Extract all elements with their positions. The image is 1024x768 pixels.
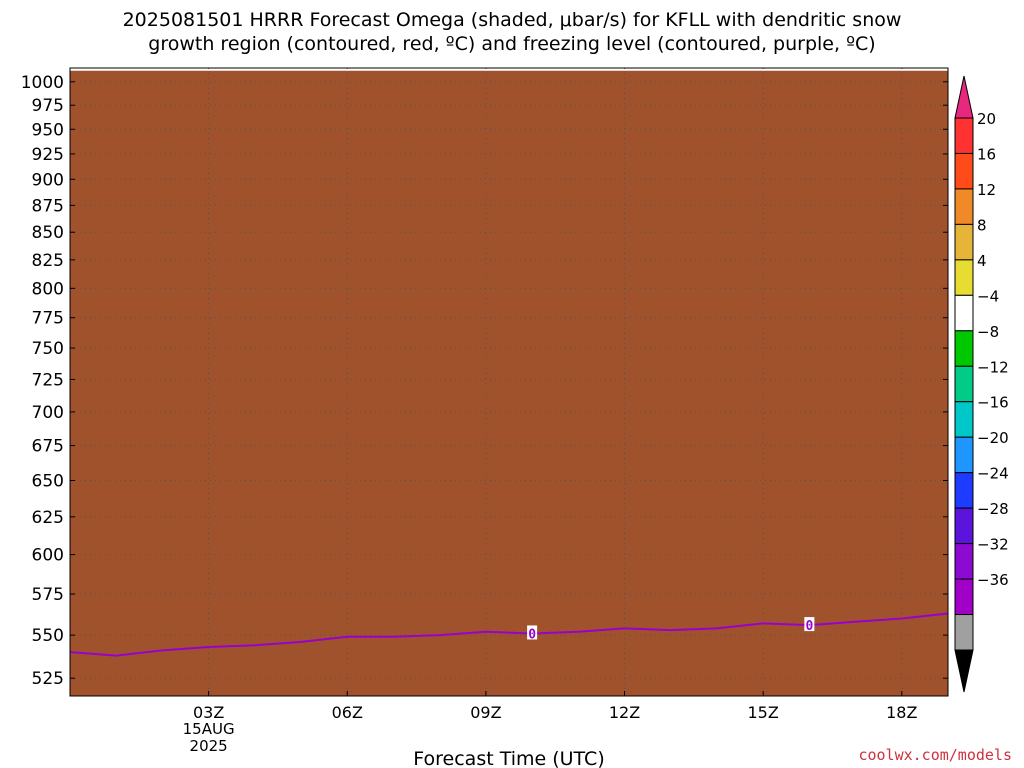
- colorbar-bin: [954, 401, 974, 438]
- colorbar-bin: [954, 507, 974, 545]
- colorbar-label: −4: [977, 287, 999, 305]
- y-tick-label: 700: [32, 403, 64, 423]
- chart-title: 2025081501 HRRR Forecast Omega (shaded, …: [0, 8, 1024, 56]
- colorbar-bin: [954, 117, 974, 154]
- colorbar-bin: [954, 614, 974, 651]
- y-tick-label: 900: [32, 170, 64, 190]
- colorbar-label: −20: [977, 429, 1009, 447]
- y-tick-label: 625: [32, 508, 64, 528]
- colorbar-label: −12: [977, 358, 1009, 376]
- y-tick-label: 750: [32, 339, 64, 359]
- colorbar-label: −32: [977, 536, 1009, 554]
- colorbar-label: −16: [977, 394, 1009, 412]
- freezing-level-label: 0: [805, 619, 813, 634]
- colorbar-label: −36: [977, 571, 1009, 589]
- freezing-label-bg: [804, 617, 815, 632]
- y-tick-label: 850: [32, 223, 64, 243]
- x-axis-label: Forecast Time (UTC): [413, 748, 604, 768]
- x-tick-label: 09Z: [470, 703, 501, 722]
- freezing-level-label: 0: [528, 627, 536, 642]
- y-tick-label: 825: [32, 251, 64, 271]
- colorbar-label: −8: [977, 323, 999, 341]
- freezing-level-line: [70, 612, 948, 657]
- x-tick-label: 03Z: [193, 703, 224, 722]
- colorbar-label: −28: [977, 500, 1009, 518]
- title-line-2: growth region (contoured, red, ºC) and f…: [148, 33, 876, 55]
- x-tick-label: 15Z: [747, 703, 778, 722]
- y-tick-label: 650: [32, 472, 64, 492]
- y-tick-label: 950: [32, 120, 64, 140]
- colorbar-bin: [954, 543, 974, 580]
- watermark: coolwx.com/models: [858, 746, 1012, 764]
- colorbar-bottom-arrow: [954, 649, 974, 693]
- colorbar-label: 12: [977, 181, 996, 199]
- colorbar-label: 8: [977, 216, 987, 234]
- terrain-strip: [70, 70, 948, 697]
- colorbar-label: 4: [977, 252, 987, 270]
- axes: 525 550 575 600 625 650 675 700 725 750 775 800 825 8…: [21, 67, 949, 768]
- colorbar: 20 16 12 8 4 −4 −8 −12 −16 −20 −24 −28 −32 −36: [954, 75, 1009, 693]
- y-tick-label: 775: [32, 309, 64, 329]
- colorbar-bin: [954, 259, 974, 296]
- plot-frame: [69, 67, 949, 697]
- x-tick-label: 12Z: [609, 703, 640, 722]
- title-line-1: 2025081501 HRRR Forecast Omega (shaded, …: [122, 9, 902, 31]
- colorbar-label: 20: [977, 110, 996, 128]
- colorbar-bin: [954, 472, 974, 509]
- colorbar-bin: [954, 152, 974, 190]
- freezing-label-bg: [527, 625, 538, 640]
- colorbar-bin: [954, 188, 974, 225]
- colorbar-bin: [954, 578, 974, 616]
- x-tick-label: 18Z: [886, 703, 917, 722]
- colorbar-label: 16: [977, 145, 996, 163]
- y-tick-label: 875: [32, 196, 64, 216]
- y-tick-label: 550: [32, 626, 64, 646]
- y-tick-label: 575: [32, 585, 64, 605]
- colorbar-bin: [954, 365, 974, 403]
- y-tick-label: 525: [32, 669, 64, 689]
- colorbar-bin: [954, 294, 974, 332]
- y-tick-label: 725: [32, 370, 64, 390]
- x-year-label: 2025: [190, 737, 228, 755]
- y-tick-label: 800: [32, 279, 64, 299]
- y-tick-label: 600: [32, 546, 64, 566]
- colorbar-bin: [954, 436, 974, 474]
- y-tick-label: 1000: [21, 73, 64, 93]
- x-date-label: 15AUG: [183, 720, 235, 738]
- y-tick-label: 975: [32, 96, 64, 116]
- y-tick-label: 925: [32, 145, 64, 165]
- colorbar-top-arrow: [954, 75, 974, 119]
- colorbar-label: −24: [977, 465, 1009, 483]
- x-tick-label: 06Z: [332, 703, 363, 722]
- colorbar-bin: [954, 330, 974, 367]
- plot-area: 00: [70, 68, 948, 697]
- colorbar-bin: [954, 223, 974, 261]
- y-tick-label: 675: [32, 437, 64, 457]
